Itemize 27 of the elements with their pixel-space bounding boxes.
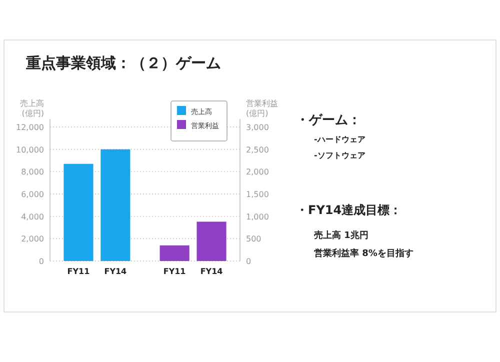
y-tick-label: 8,000 [21, 168, 44, 177]
y2-tick-label: 500 [246, 234, 262, 244]
y2-tick-label: 2,000 [246, 168, 269, 177]
x-tick-label: FY11 [163, 267, 186, 276]
y2-tick-label: 2,500 [246, 145, 269, 154]
text: ・FY14達成目標： [296, 203, 402, 217]
text: 売上高 1兆円 [314, 230, 368, 241]
y2-tick-label: 0 [246, 257, 252, 266]
text: -ハードウェア [314, 135, 366, 144]
y2-tick-label: 3,000 [246, 123, 269, 132]
x-tick-label: FY11 [67, 267, 90, 276]
chart-title: 重点事業領域：（２）ゲーム [25, 54, 221, 72]
text: 営業利益率 8%を目指す [314, 248, 414, 259]
y-tick-label: 6,000 [21, 190, 44, 199]
y2-tick-label: 1,000 [246, 212, 269, 222]
text: ・ゲーム： [296, 113, 361, 128]
y-tick-label: 0 [38, 257, 44, 266]
y-tick-label: 10,000 [16, 145, 44, 154]
y-tick-label: 4,000 [21, 212, 44, 222]
y-tick-label: 2,000 [21, 234, 44, 244]
y-axis-title: 売上高 (億円) [20, 99, 44, 118]
x-tick-label: FY14 [104, 267, 128, 276]
x-tick-label: FY14 [200, 267, 224, 276]
y2-tick-label: 1,500 [246, 190, 269, 199]
text: -ソフトウェア [314, 151, 366, 160]
y2-axis-title: 営業利益 (億円) [246, 99, 278, 118]
y-tick-label: 12,000 [16, 123, 44, 132]
